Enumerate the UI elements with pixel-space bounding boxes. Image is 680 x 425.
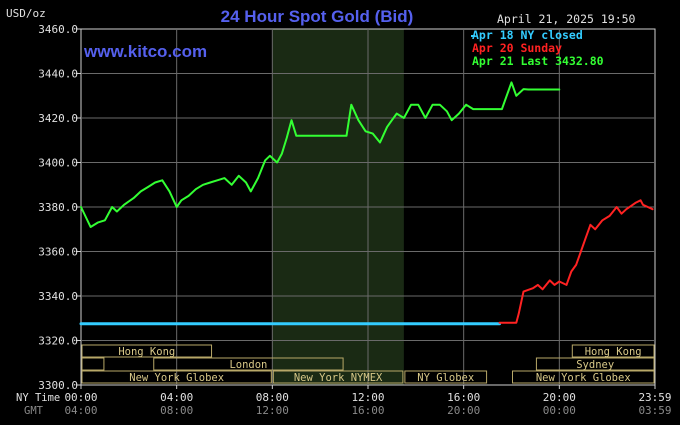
series-line-2 — [80, 81, 561, 228]
x-tick-label-gmt: 00:00 — [543, 404, 576, 417]
session-box — [535, 357, 655, 371]
x-axis: 00:0004:0004:0008:0008:0012:0012:0016:00… — [64, 385, 672, 417]
legend-swatch-apr18 — [471, 35, 475, 37]
y-tick-label: 3340.0 — [38, 290, 78, 303]
session-box — [272, 370, 404, 384]
x-tick-label-ny: 08:00 — [256, 391, 289, 404]
x-tick-label-ny: 16:00 — [447, 391, 480, 404]
y-tick-label: 3420.0 — [38, 112, 78, 125]
session-box — [153, 357, 344, 371]
legend-entry-apr20: Apr 20 Sunday — [472, 41, 562, 55]
session-label: London — [229, 359, 267, 371]
watermark-link[interactable]: www.kitco.com — [83, 42, 207, 61]
x-tick-label-ny: 12:00 — [351, 391, 384, 404]
x-tick-label-gmt: 08:00 — [160, 404, 193, 417]
session-box — [81, 344, 213, 358]
x-tick-label-gmt: 16:00 — [351, 404, 384, 417]
x-tick-label-gmt: 12:00 — [256, 404, 289, 417]
session-label: New York NYMEX — [294, 372, 383, 384]
x-tick-label-gmt: 03:59 — [638, 404, 671, 417]
x-tick-label-gmt: 04:00 — [64, 404, 97, 417]
y-tick-label: 3440.0 — [38, 68, 78, 81]
series-line-1 — [498, 199, 654, 324]
series-lines — [79, 81, 654, 326]
y-tick-label: 3380.0 — [38, 201, 78, 214]
legend-entry-apr21: Apr 21 Last 3432.80 — [472, 54, 604, 68]
session-label: New York Globex — [129, 372, 224, 384]
unit-label: USD/oz — [6, 7, 46, 20]
ny-time-row-label: NY Time — [16, 392, 60, 404]
session-label: Hong Kong — [118, 346, 175, 358]
y-tick-label: 3460.0 — [38, 23, 78, 36]
session-box — [81, 357, 105, 371]
session-label: New York Globex — [536, 372, 631, 384]
x-tick-label-ny: 20:00 — [543, 391, 576, 404]
y-tick-label: 3320.0 — [38, 335, 78, 348]
session-box — [404, 370, 488, 384]
session-label: Hong Kong — [585, 346, 642, 358]
y-tick-label: 3300.0 — [38, 379, 78, 392]
x-tick-label-ny: 00:00 — [64, 391, 97, 404]
y-tick-label: 3360.0 — [38, 246, 78, 259]
datetime-label: April 21, 2025 19:50 — [497, 12, 636, 26]
legend-entry-apr18: Apr 18 NY closed — [472, 28, 583, 42]
session-label: Sydney — [576, 359, 614, 371]
session-box — [81, 370, 272, 384]
gmt-row-label: GMT — [24, 405, 44, 417]
market-sessions: Hong Kong London New York Globex New York N… — [81, 344, 655, 384]
x-tick-label-gmt: 20:00 — [447, 404, 480, 417]
x-tick-label-ny: 04:00 — [160, 391, 193, 404]
chart-title: 24 Hour Spot Gold (Bid) — [221, 7, 414, 26]
y-tick-label: 3400.0 — [38, 157, 78, 170]
grid-lines — [81, 29, 655, 385]
y-axis: 3460.0 3440.0 3420.0 3400.0 3380.0 3360.0 3340… — [38, 23, 81, 392]
session-box — [571, 344, 655, 358]
session-box — [512, 370, 655, 384]
session-label: NY Globex — [417, 372, 474, 384]
x-tick-label-ny: 23:59 — [638, 391, 671, 404]
legend: Apr 18 NY closed Apr 20 Sunday Apr 21 La… — [471, 28, 604, 68]
